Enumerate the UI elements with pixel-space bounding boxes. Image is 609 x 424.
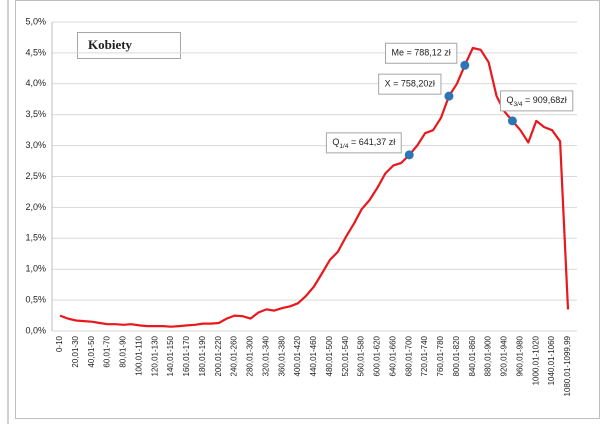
x-tick-label: 720,01-740 xyxy=(420,335,429,376)
x-tick-label: 160,01-170 xyxy=(182,335,191,376)
x-tick-label: 60,01-70 xyxy=(103,335,112,367)
y-tick-label: 2,5% xyxy=(25,171,46,181)
y-tick-label: 0,0% xyxy=(25,325,46,335)
annotation-label: X = 758,20zł xyxy=(385,79,435,89)
annotation-text: = 909,68zł xyxy=(523,95,567,105)
x-tick-label: 1000,01-1020 xyxy=(531,335,540,385)
annotation-box xyxy=(378,73,442,95)
x-tick-label: 800,01-820 xyxy=(452,335,461,376)
x-tick-label: 0-10 xyxy=(55,335,64,352)
annotation: X = 758,20zł xyxy=(378,73,442,95)
annotation-label: Q3/4 = 909,68zł xyxy=(506,95,566,107)
annotation: Me = 788,12 zł xyxy=(385,42,458,64)
x-tick-label: 80,01-90 xyxy=(119,335,128,367)
x-tick-label: 360,01-380 xyxy=(277,335,286,376)
x-tick-label: 1040,01-1060 xyxy=(547,335,556,385)
annotation-label: Q1/4 = 641,37 zł xyxy=(332,137,395,149)
x-tick-label: 200,01-220 xyxy=(214,335,223,376)
annotation-text: Q xyxy=(332,137,339,147)
x-tick-label: 920,01-940 xyxy=(500,335,509,376)
y-tick-label: 1,5% xyxy=(25,233,46,243)
title-box xyxy=(77,32,181,59)
x-tick-label: 320,01-340 xyxy=(261,335,270,376)
chart-title: Kobiety xyxy=(88,37,133,52)
x-tick-label: 140,01-150 xyxy=(166,335,175,376)
y-tick-label: 4,5% xyxy=(25,47,46,57)
x-tick-label: 600,01-620 xyxy=(373,335,382,376)
annotation-box xyxy=(499,90,574,112)
x-tick-label: 840,01-860 xyxy=(468,335,477,376)
x-tick-label: 880,01-900 xyxy=(484,335,493,376)
x-tick-label: 400,01-420 xyxy=(293,335,302,376)
x-tick-label: 180,01-190 xyxy=(198,335,207,376)
y-tick-label: 1,0% xyxy=(25,264,46,274)
x-tick-label: 640,01-660 xyxy=(388,335,397,376)
marker xyxy=(507,116,517,126)
y-tick-label: 4,0% xyxy=(25,78,46,88)
x-tick-label: 280,01-300 xyxy=(246,335,255,376)
x-tick-label: 20,01-30 xyxy=(71,335,80,367)
x-tick-label: 120,01-130 xyxy=(150,335,159,376)
marker xyxy=(444,91,454,101)
x-tick-label: 520,01-540 xyxy=(341,335,350,376)
annotation-text: = 641,37 zł xyxy=(348,137,395,147)
y-tick-label: 5,0% xyxy=(25,16,46,26)
x-tick-label: 480,01-500 xyxy=(325,335,334,376)
y-tick-label: 3,5% xyxy=(25,109,46,119)
annotation-sub: 1/4 xyxy=(339,143,348,150)
annotation-text: Q xyxy=(506,95,513,105)
x-tick-label: 440,01-460 xyxy=(309,335,318,376)
y-tick-label: 2,0% xyxy=(25,202,46,212)
annotation: Q3/4 = 909,68zł xyxy=(499,90,574,112)
annotation: Q1/4 = 641,37 zł xyxy=(325,132,402,154)
annotation-box xyxy=(325,132,402,154)
y-tick-label: 0,5% xyxy=(25,294,46,304)
x-tick-label: 1080,01-1099,99 xyxy=(563,335,572,396)
chart-frame xyxy=(15,0,600,419)
line xyxy=(59,46,570,328)
x-tick-label: 240,01-260 xyxy=(230,335,239,376)
marker xyxy=(460,60,470,70)
x-tick-label: 760,01-780 xyxy=(436,335,445,376)
marker xyxy=(404,150,414,160)
y-tick-label: 3,0% xyxy=(25,140,46,150)
x-tick-label: 680,01-700 xyxy=(404,335,413,376)
x-tick-label: 960,01-980 xyxy=(515,335,524,376)
annotation-label: Me = 788,12 zł xyxy=(392,48,451,58)
x-tick-label: 40,01-50 xyxy=(87,335,96,367)
x-tick-label: 560,01-580 xyxy=(357,335,366,376)
x-tick-label: 100,01-110 xyxy=(134,335,143,375)
annotation-sub: 3/4 xyxy=(513,101,522,108)
annotation-box xyxy=(385,42,458,64)
